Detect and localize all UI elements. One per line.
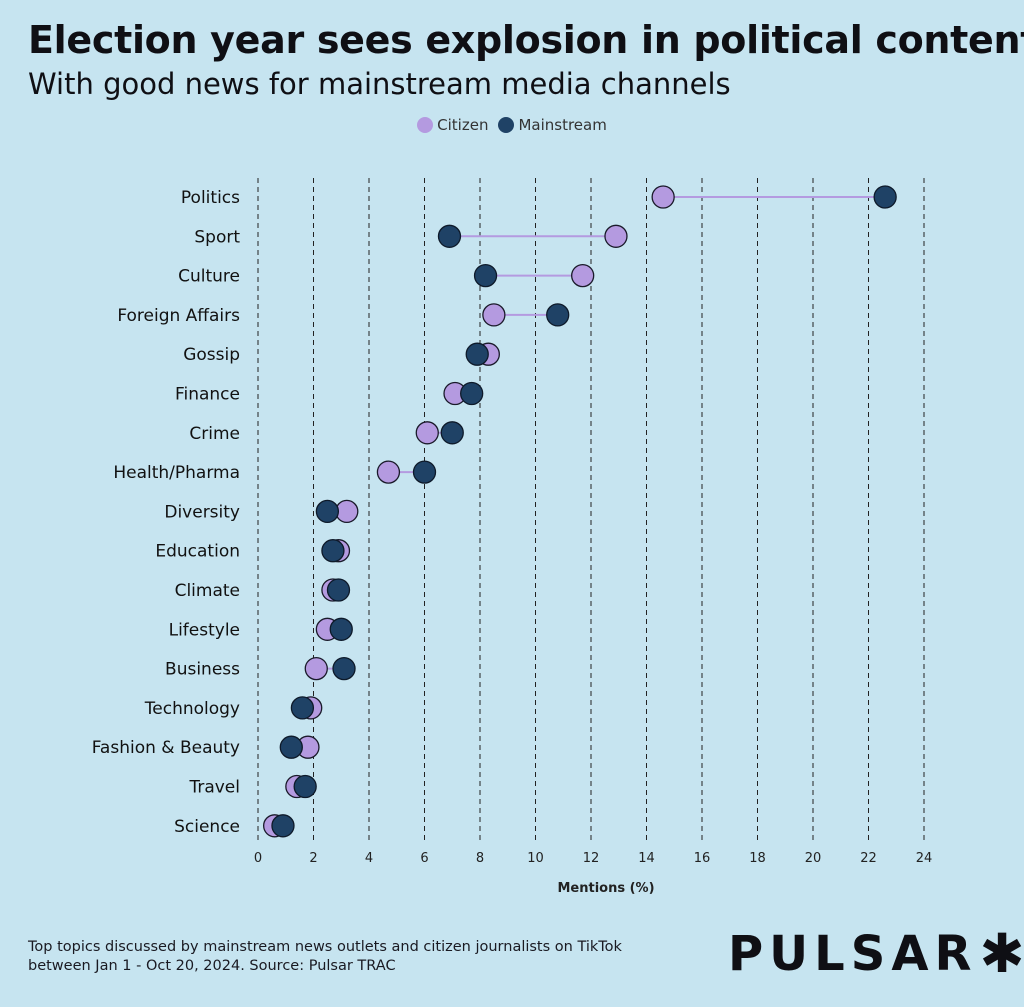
logo-asterisk-icon: ✱ [979, 922, 1024, 985]
category-label-foreign-affairs: Foreign Affairs [117, 306, 240, 326]
legend-label-citizen: Citizen [437, 116, 489, 134]
category-label-diversity: Diversity [164, 502, 240, 522]
x-axis-label: Mentions (%) [557, 881, 654, 896]
dot-mainstream-sport [437, 224, 462, 248]
dot-mainstream-climate [326, 578, 351, 602]
category-label-culture: Culture [178, 267, 240, 287]
category-label-technology: Technology [144, 699, 240, 719]
x-tick-label-6: 6 [420, 851, 428, 866]
dot-mainstream-gossip [465, 342, 489, 366]
legend-item-citizen: Citizen [417, 116, 488, 134]
footnote-line-2: between Jan 1 - Oct 20, 2024. Source: Pu… [28, 958, 396, 974]
category-label-science: Science [174, 817, 240, 837]
category-label-fashion-beauty: Fashion & Beauty [92, 738, 240, 758]
pulsar-logo: PULSAR ✱ [728, 926, 1024, 982]
category-label-sport: Sport [194, 227, 240, 247]
dot-mainstream-culture [473, 263, 498, 288]
category-label-climate: Climate [175, 581, 240, 601]
footnote-line-1: Top topics discussed by mainstream news … [28, 939, 622, 955]
dot-citizen-sport [604, 224, 628, 248]
x-tick-label-16: 16 [694, 851, 711, 866]
dot-citizen-politics [651, 185, 675, 209]
category-label-lifestyle: Lifestyle [169, 620, 240, 640]
x-tick-label-2: 2 [309, 851, 317, 866]
category-label-business: Business [165, 660, 240, 680]
dot-citizen-foreign-affairs [482, 303, 506, 327]
x-tick-label-14: 14 [638, 851, 655, 866]
x-tick-label-22: 22 [860, 851, 877, 866]
dot-mainstream-diversity [315, 499, 340, 524]
dot-mainstream-business [332, 656, 356, 681]
dot-citizen-health-pharma [376, 460, 401, 484]
x-tick-label-0: 0 [254, 851, 262, 866]
logo-text: PULSAR [728, 926, 978, 982]
x-tick-label-8: 8 [476, 851, 484, 866]
legend-item-mainstream: Mainstream [498, 116, 607, 134]
chart-subtitle: With good news for mainstream media chan… [28, 67, 731, 101]
dot-citizen-crime [415, 421, 439, 445]
dot-mainstream-science [271, 814, 295, 838]
category-label-education: Education [155, 542, 240, 562]
category-label-politics: Politics [181, 188, 240, 208]
footnote: Top topics discussed by mainstream news … [28, 938, 622, 976]
legend-swatch-citizen [417, 117, 434, 133]
x-tick-label-12: 12 [583, 851, 600, 866]
dot-mainstream-fashion-beauty [279, 735, 303, 759]
legend-label-mainstream: Mainstream [518, 116, 607, 134]
category-label-travel: Travel [188, 778, 240, 798]
dot-mainstream-health-pharma [412, 460, 437, 484]
dot-mainstream-travel [293, 774, 317, 799]
dot-mainstream-crime [440, 421, 464, 445]
category-label-finance: Finance [175, 385, 240, 405]
x-tick-label-4: 4 [365, 851, 373, 866]
chart-title: Election year sees explosion in politica… [28, 18, 1024, 62]
dot-mainstream-politics [873, 185, 897, 209]
x-tick-label-24: 24 [916, 851, 933, 866]
dot-mainstream-finance [460, 381, 484, 406]
dot-citizen-culture [571, 263, 595, 288]
category-label-gossip: Gossip [183, 345, 240, 365]
dot-citizen-diversity [335, 499, 359, 524]
dot-mainstream-education [321, 539, 345, 563]
x-tick-label-18: 18 [749, 851, 766, 866]
dot-citizen-business [304, 656, 328, 681]
x-tick-label-10: 10 [527, 851, 544, 866]
dot-mainstream-foreign-affairs [546, 303, 570, 327]
legend-swatch-mainstream [498, 117, 515, 133]
legend: Citizen Mainstream [0, 116, 1024, 134]
dot-mainstream-technology [290, 696, 315, 720]
category-label-health-pharma: Health/Pharma [113, 463, 240, 483]
dot-mainstream-lifestyle [329, 617, 353, 641]
category-label-crime: Crime [189, 424, 240, 444]
x-tick-label-20: 20 [805, 851, 822, 866]
